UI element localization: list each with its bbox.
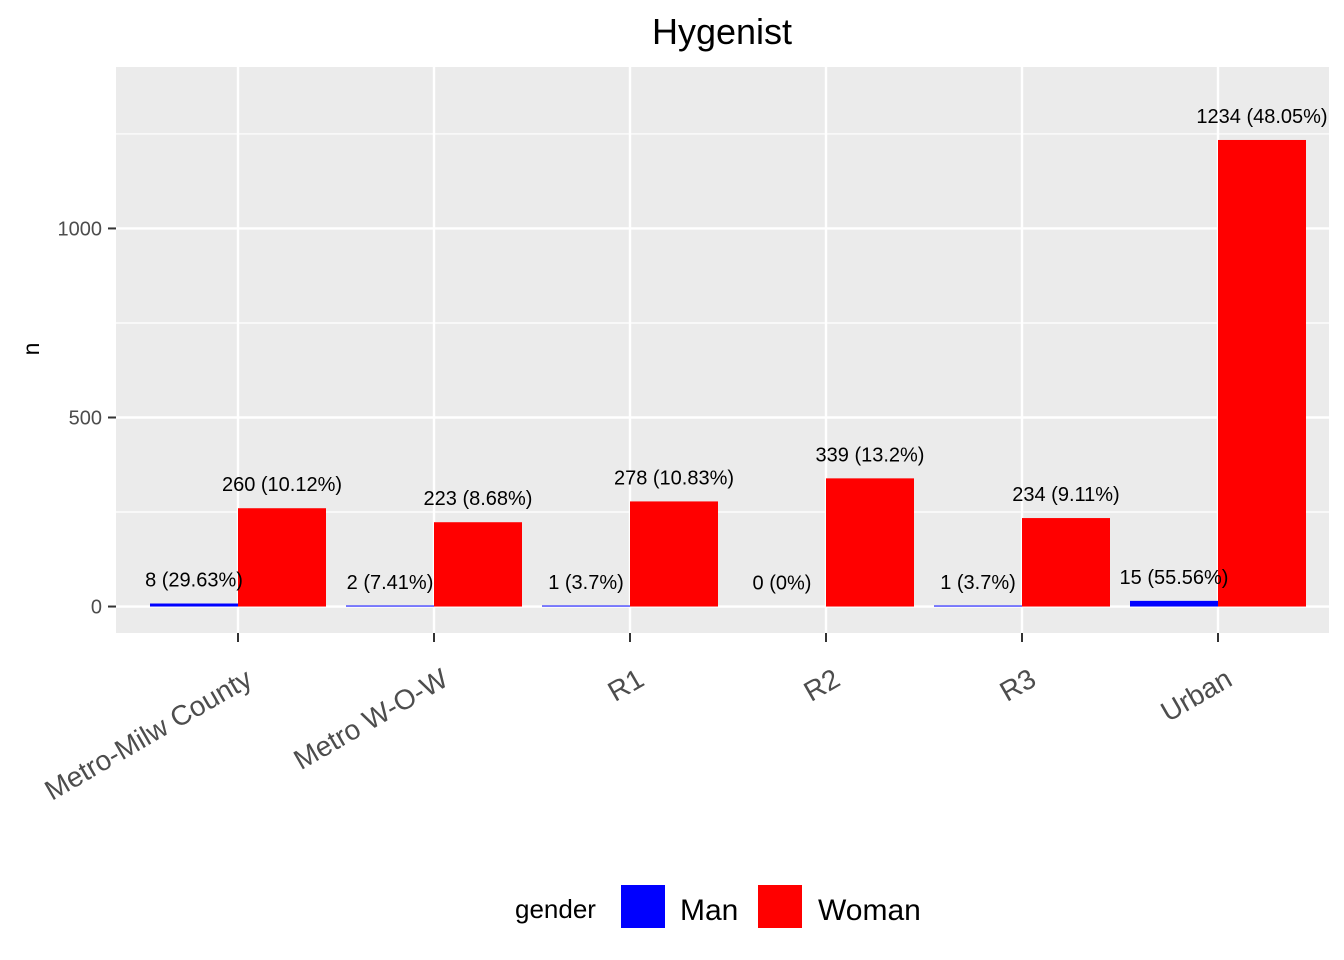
y-tick-label: 0 xyxy=(91,597,102,619)
bar-woman-5 xyxy=(1022,518,1110,607)
bar-label-man-3: 1 (3.7%) xyxy=(548,572,624,594)
legend-label-woman: Woman xyxy=(818,894,921,927)
bar-man-1 xyxy=(150,603,238,607)
legend-key-man xyxy=(621,885,665,928)
y-axis: 0 500 1000 xyxy=(58,218,116,619)
x-tick-label: R2 xyxy=(798,663,845,708)
bar-man-6 xyxy=(1130,600,1218,607)
bar-woman-1 xyxy=(238,508,326,607)
bar-man-2 xyxy=(346,605,434,607)
bar-woman-3 xyxy=(630,501,718,607)
bar-label-woman-2: 223 (8.68%) xyxy=(424,488,533,510)
chart-title: Hygenist xyxy=(652,11,792,52)
y-tick-label: 1000 xyxy=(58,218,103,240)
bar-label-man-6: 15 (55.56%) xyxy=(1120,567,1229,589)
legend-label-man: Man xyxy=(680,894,738,927)
x-tick-label: Urban xyxy=(1155,663,1237,728)
bars xyxy=(150,139,1306,607)
bar-man-5 xyxy=(934,605,1022,607)
bar-woman-4 xyxy=(826,478,914,607)
y-axis-title: n xyxy=(18,343,44,356)
x-tick-label: Metro-Milw County xyxy=(39,663,257,807)
bar-label-man-1: 8 (29.63%) xyxy=(145,570,243,592)
bar-label-man-2: 2 (7.41%) xyxy=(347,572,434,594)
legend-key-woman xyxy=(758,885,802,928)
bar-label-woman-5: 234 (9.11%) xyxy=(1012,484,1119,506)
x-axis: Metro-Milw County Metro W-O-W R1 R2 R3 Urban xyxy=(39,633,1237,806)
bar-man-3 xyxy=(542,605,630,607)
bar-label-man-4: 0 (0%) xyxy=(753,573,812,595)
y-tick-label: 500 xyxy=(69,407,102,429)
bar-woman-2 xyxy=(434,522,522,607)
x-tick-label: Metro W-O-W xyxy=(288,662,453,775)
legend-title: gender xyxy=(515,894,596,924)
bar-woman-6 xyxy=(1218,139,1306,607)
bar-label-woman-3: 278 (10.83%) xyxy=(614,467,734,489)
bar-label-man-5: 1 (3.7%) xyxy=(940,572,1016,594)
bar-labels: 8 (29.63%) 260 (10.12%) 2 (7.41%) 223 (8.68… xyxy=(145,106,1328,595)
legend: gender Man Woman xyxy=(515,885,921,928)
bar-label-woman-1: 260 (10.12%) xyxy=(222,474,342,496)
bar-label-woman-4: 339 (13.2%) xyxy=(816,444,925,466)
x-tick-label: R3 xyxy=(994,663,1041,708)
bar-label-woman-6: 1234 (48.05%) xyxy=(1196,106,1327,128)
x-tick-label: R1 xyxy=(602,663,649,708)
